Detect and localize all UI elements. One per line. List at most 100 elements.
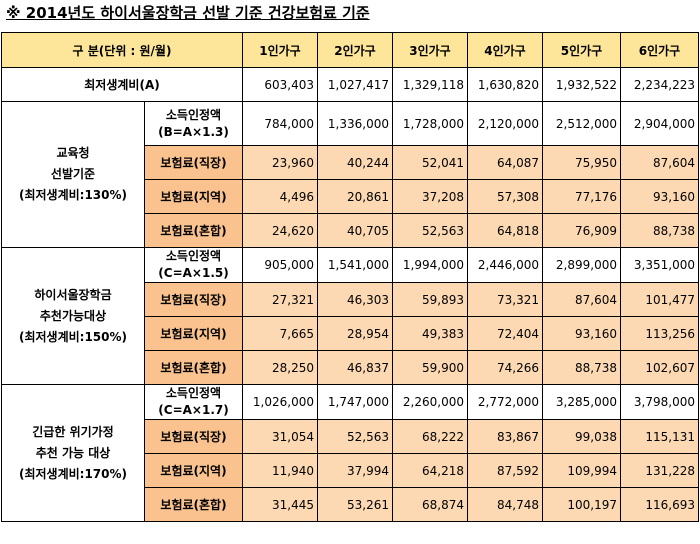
cell-value: 64,087 bbox=[467, 145, 543, 180]
insurance-label: 보험료(혼합) bbox=[144, 487, 243, 522]
insurance-label: 보험료(지역) bbox=[144, 453, 243, 488]
insurance-label: 보험료(직장) bbox=[144, 282, 243, 317]
header-col: 6인가구 bbox=[620, 32, 699, 68]
cell-value: 31,054 bbox=[242, 419, 318, 454]
cell-value: 52,563 bbox=[392, 213, 468, 248]
header-corner: 구 분(단위 : 원/월) bbox=[1, 32, 243, 68]
insurance-label: 보험료(직장) bbox=[144, 145, 243, 180]
cell-value: 84,748 bbox=[467, 487, 543, 522]
cell-value: 20,861 bbox=[317, 179, 393, 214]
income-label-line: 소득인정액 bbox=[165, 386, 222, 400]
cell-value: 75,950 bbox=[542, 145, 621, 180]
cell-value: 784,000 bbox=[242, 101, 318, 146]
header-col: 1인가구 bbox=[242, 32, 318, 68]
cell-value: 72,404 bbox=[467, 316, 543, 351]
cell-value: 93,160 bbox=[620, 179, 699, 214]
insurance-label: 보험료(혼합) bbox=[144, 350, 243, 385]
cell-value: 28,250 bbox=[242, 350, 318, 385]
cell-value: 3,285,000 bbox=[542, 384, 621, 420]
cell-value: 46,837 bbox=[317, 350, 393, 385]
group-label-line: 하이서울장학금 bbox=[34, 287, 112, 302]
insurance-criteria-table: 구 분(단위 : 원/월) 1인가구 2인가구 3인가구 4인가구 5인가구 6… bbox=[1, 32, 699, 522]
income-label-line: (C=A×1.5) bbox=[158, 266, 229, 280]
cell-value: 113,256 bbox=[620, 316, 699, 351]
insurance-label: 보험료(지역) bbox=[144, 179, 243, 214]
cell-value: 88,738 bbox=[542, 350, 621, 385]
insurance-row: 보험료(지역) 11,940 37,994 64,218 87,592 109,994 13… bbox=[2, 453, 699, 488]
cell-value: 1,336,000 bbox=[317, 101, 393, 146]
cell-value: 49,383 bbox=[392, 316, 468, 351]
cell-value: 11,940 bbox=[242, 453, 318, 488]
cell-value: 73,321 bbox=[467, 282, 543, 317]
cell-value: 1,728,000 bbox=[392, 101, 468, 146]
cell-value: 115,131 bbox=[620, 419, 699, 454]
header-col: 4인가구 bbox=[467, 32, 543, 68]
cell-value: 57,308 bbox=[467, 179, 543, 214]
cell-value: 3,798,000 bbox=[620, 384, 699, 420]
cell-value: 87,604 bbox=[542, 282, 621, 317]
cell-value: 7,665 bbox=[242, 316, 318, 351]
cell-value: 64,818 bbox=[467, 213, 543, 248]
group-label-line: (최저생계비:150%) bbox=[18, 329, 128, 344]
cell-value: 76,909 bbox=[542, 213, 621, 248]
cell-value: 99,038 bbox=[542, 419, 621, 454]
cell-value: 2,904,000 bbox=[620, 101, 699, 146]
header-col: 2인가구 bbox=[317, 32, 393, 68]
cell-value: 37,208 bbox=[392, 179, 468, 214]
cell-value: 27,321 bbox=[242, 282, 318, 317]
cell-value: 603,403 bbox=[242, 67, 318, 102]
cell-value: 64,218 bbox=[392, 453, 468, 488]
cell-value: 24,620 bbox=[242, 213, 318, 248]
insurance-label: 보험료(혼합) bbox=[144, 213, 243, 248]
income-label-line: 소득인정액 bbox=[165, 249, 222, 263]
cell-value: 116,693 bbox=[620, 487, 699, 522]
cell-value: 2,234,223 bbox=[620, 67, 699, 102]
group-label-line: (최저생계비:170%) bbox=[18, 466, 128, 481]
header-row: 구 분(단위 : 원/월) 1인가구 2인가구 3인가구 4인가구 5인가구 6… bbox=[1, 32, 699, 68]
income-label: 소득인정액 (C=A×1.5) bbox=[144, 247, 243, 283]
income-row: 교육청 선발기준 (최저생계비:130%) 소득인정액 (B=A×1.3) 784,000… bbox=[1, 101, 699, 248]
income-label-line: (B=A×1.3) bbox=[158, 124, 229, 139]
group-label: 긴급한 위기가정 추천 가능 대상 (최저생계비:170%) bbox=[1, 384, 145, 522]
group-label-line: 추천 가능 대상 bbox=[35, 445, 111, 460]
cell-value: 93,160 bbox=[542, 316, 621, 351]
insurance-row: 보험료(혼합) 31,445 53,261 68,874 84,748 100,197 11… bbox=[2, 487, 699, 522]
cell-value: 31,445 bbox=[242, 487, 318, 522]
cell-value: 100,197 bbox=[542, 487, 621, 522]
cell-value: 1,994,000 bbox=[392, 247, 468, 283]
insurance-row: 보험료(혼합) 28,250 46,837 59,900 74,266 88,738 102… bbox=[2, 350, 699, 385]
cell-value: 1,630,820 bbox=[467, 67, 543, 102]
cell-value: 1,932,522 bbox=[542, 67, 621, 102]
cell-value: 109,994 bbox=[542, 453, 621, 488]
insurance-row: 보험료(직장) 27,321 46,303 59,893 73,321 87,604 101… bbox=[2, 282, 699, 317]
header-col: 5인가구 bbox=[542, 32, 621, 68]
cell-value: 88,738 bbox=[620, 213, 699, 248]
group-label-line: 추천가능대상 bbox=[39, 308, 107, 323]
insurance-row: 보험료(지역) 4,496 20,861 37,208 57,308 77,176 93,1… bbox=[2, 179, 699, 214]
cell-value: 1,329,118 bbox=[392, 67, 468, 102]
cell-value: 4,496 bbox=[242, 179, 318, 214]
cell-value: 2,446,000 bbox=[467, 247, 543, 283]
income-label: 소득인정액 (B=A×1.3) bbox=[144, 101, 243, 146]
cell-value: 68,222 bbox=[392, 419, 468, 454]
group-label-line: 교육청 bbox=[56, 146, 90, 160]
insurance-row: 보험료(지역) 7,665 28,954 49,383 72,404 93,160 113,… bbox=[2, 316, 699, 351]
insurance-label: 보험료(지역) bbox=[144, 316, 243, 351]
cell-value: 74,266 bbox=[467, 350, 543, 385]
cell-value: 2,512,000 bbox=[542, 101, 621, 146]
insurance-row: 보험료(직장) 23,960 40,244 52,041 64,087 75,950 87,… bbox=[2, 145, 699, 180]
insurance-label: 보험료(직장) bbox=[144, 419, 243, 454]
cell-value: 2,899,000 bbox=[542, 247, 621, 283]
cell-value: 101,477 bbox=[620, 282, 699, 317]
page-title: ※ 2014년도 하이서울장학금 선발 기준 건강보험료 기준 bbox=[6, 4, 370, 22]
header-col: 3인가구 bbox=[392, 32, 468, 68]
cell-value: 59,900 bbox=[392, 350, 468, 385]
income-label: 소득인정액 (C=A×1.7) bbox=[144, 384, 243, 420]
cell-value: 1,027,417 bbox=[317, 67, 393, 102]
min-living-label: 최저생계비(A) bbox=[1, 67, 243, 102]
cell-value: 3,351,000 bbox=[620, 247, 699, 283]
cell-value: 905,000 bbox=[242, 247, 318, 283]
income-label-line: 소득인정액 bbox=[165, 107, 222, 122]
